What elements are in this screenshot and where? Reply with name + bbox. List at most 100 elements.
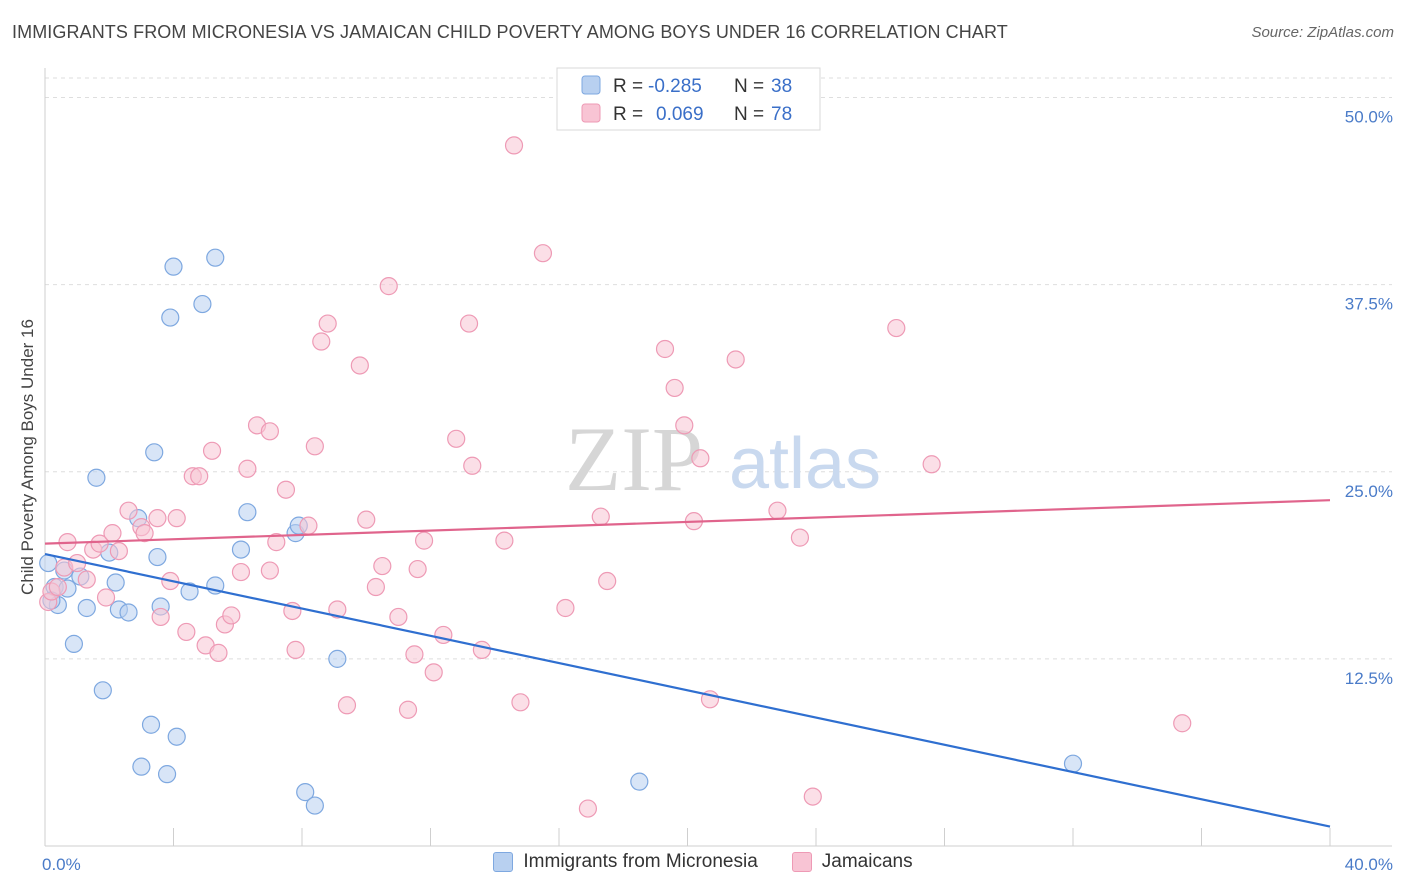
point-jamaicans-49 — [405, 645, 424, 664]
point-jamaicans-39 — [318, 314, 337, 333]
point-jamaicans-18 — [167, 509, 186, 528]
legend-r-value-micronesia: -0.285 — [648, 76, 702, 97]
bottom-legend-swatch-jamaicans — [791, 852, 812, 872]
legend-swatch-micronesia — [581, 75, 601, 95]
trend-line-micronesia — [44, 553, 1331, 828]
point-jamaicans-48 — [398, 700, 418, 719]
point-jamaicans-46 — [379, 277, 398, 296]
point-jamaicans-31 — [260, 422, 279, 441]
chart-title: IMMIGRANTS FROM MICRONESIA VS JAMAICAN C… — [12, 22, 1008, 42]
point-jamaicans-12 — [119, 501, 138, 520]
point-micronesia-6 — [87, 468, 106, 487]
point-jamaicans-60 — [511, 693, 530, 712]
point-jamaicans-2 — [48, 577, 67, 597]
point-micronesia-30 — [296, 783, 315, 802]
point-jamaicans-44 — [366, 577, 385, 597]
point-jamaicans-27 — [231, 562, 251, 582]
point-micronesia-11 — [119, 603, 138, 622]
point-jamaicans-62 — [556, 598, 575, 618]
point-micronesia-33 — [630, 772, 649, 791]
point-micronesia-25 — [206, 248, 225, 267]
point-jamaicans-33 — [276, 480, 296, 499]
x-tick-label-0: 0.0% — [42, 855, 81, 874]
point-jamaicans-74 — [790, 528, 810, 547]
legend-box — [556, 67, 821, 131]
bottom-legend: Immigrants from Micronesia Jamaicans — [0, 851, 1406, 873]
trend-line-jamaicans — [44, 499, 1331, 545]
watermark: ZIP atlas — [565, 408, 881, 510]
data-points — [39, 136, 1192, 818]
point-jamaicans-24 — [209, 643, 228, 662]
point-jamaicans-30 — [260, 561, 279, 580]
watermark-atlas: atlas — [729, 424, 881, 504]
point-jamaicans-56 — [463, 456, 482, 475]
point-micronesia-34 — [1063, 754, 1083, 773]
point-jamaicans-75 — [803, 787, 822, 806]
point-jamaicans-78 — [1173, 714, 1192, 733]
point-jamaicans-65 — [598, 571, 617, 591]
y-tick-label-1: 25.0% — [1345, 482, 1393, 501]
point-jamaicans-58 — [495, 531, 514, 550]
point-micronesia-5 — [64, 634, 84, 654]
point-micronesia-37 — [77, 598, 96, 618]
point-jamaicans-55 — [459, 314, 479, 333]
legend-n-value-jamaicans: 78 — [771, 104, 792, 125]
point-micronesia-21 — [167, 727, 186, 746]
y-tick-label-3: 50.0% — [1345, 108, 1393, 127]
point-micronesia-19 — [161, 308, 180, 327]
bottom-legend-swatch-micronesia — [493, 852, 514, 872]
point-micronesia-7 — [93, 681, 112, 700]
legend-swatch-jamaicans — [581, 103, 601, 123]
point-jamaicans-72 — [726, 350, 745, 369]
point-jamaicans-57 — [472, 640, 491, 659]
trend-lines — [44, 499, 1331, 828]
legend-n-value-micronesia: 38 — [771, 76, 792, 97]
point-jamaicans-52 — [424, 663, 443, 682]
point-micronesia-31 — [305, 796, 324, 815]
axes — [44, 68, 1392, 847]
point-micronesia-18 — [157, 765, 177, 784]
tick-labels: 12.5% 25.0% 37.5% 50.0% 0.0% 40.0% — [42, 108, 1393, 875]
point-jamaicans-45 — [373, 556, 392, 576]
point-jamaicans-40 — [328, 600, 347, 619]
point-jamaicans-76 — [887, 318, 906, 338]
point-jamaicans-19 — [177, 622, 196, 642]
point-jamaicans-10 — [103, 524, 122, 543]
point-micronesia-27 — [238, 503, 257, 522]
point-jamaicans-77 — [922, 455, 941, 474]
point-jamaicans-37 — [305, 437, 324, 456]
point-micronesia-16 — [148, 547, 167, 567]
point-micronesia-20 — [164, 257, 183, 276]
chart-source: Source: ZipAtlas.com — [1251, 24, 1394, 41]
point-jamaicans-15 — [148, 509, 167, 528]
legend-r-value-jamaicans: 0.069 — [656, 104, 704, 125]
point-jamaicans-61 — [533, 244, 553, 263]
point-jamaicans-63 — [578, 799, 598, 818]
y-tick-label-2: 37.5% — [1345, 295, 1393, 314]
point-micronesia-15 — [145, 443, 164, 462]
point-jamaicans-11 — [109, 541, 128, 561]
point-jamaicans-73 — [768, 501, 787, 520]
point-micronesia-14 — [141, 715, 161, 734]
point-jamaicans-51 — [414, 531, 434, 550]
legend-r-label-micronesia: R = — [613, 76, 643, 97]
correlation-legend: R = -0.285 N = 38 R = 0.069 N = 78 — [556, 67, 821, 131]
point-jamaicans-21 — [190, 467, 209, 486]
point-jamaicans-70 — [691, 449, 710, 468]
point-jamaicans-43 — [357, 510, 376, 529]
point-jamaicans-32 — [267, 533, 286, 552]
point-jamaicans-23 — [202, 441, 222, 460]
point-jamaicans-28 — [238, 459, 257, 478]
bottom-legend-label-micronesia: Immigrants from Micronesia — [523, 851, 758, 872]
point-jamaicans-8 — [90, 534, 109, 553]
bottom-legend-label-jamaicans: Jamaicans — [821, 851, 913, 872]
point-jamaicans-41 — [337, 696, 357, 715]
bottom-legend-item-jamaicans: Jamaicans — [791, 851, 913, 873]
legend-n-label-jamaicans: N = — [734, 104, 764, 125]
legend-r-label-jamaicans: R = — [613, 104, 643, 125]
point-jamaicans-6 — [77, 570, 96, 589]
point-jamaicans-42 — [350, 356, 369, 375]
point-micronesia-22 — [180, 582, 199, 601]
point-micronesia-26 — [231, 540, 251, 559]
